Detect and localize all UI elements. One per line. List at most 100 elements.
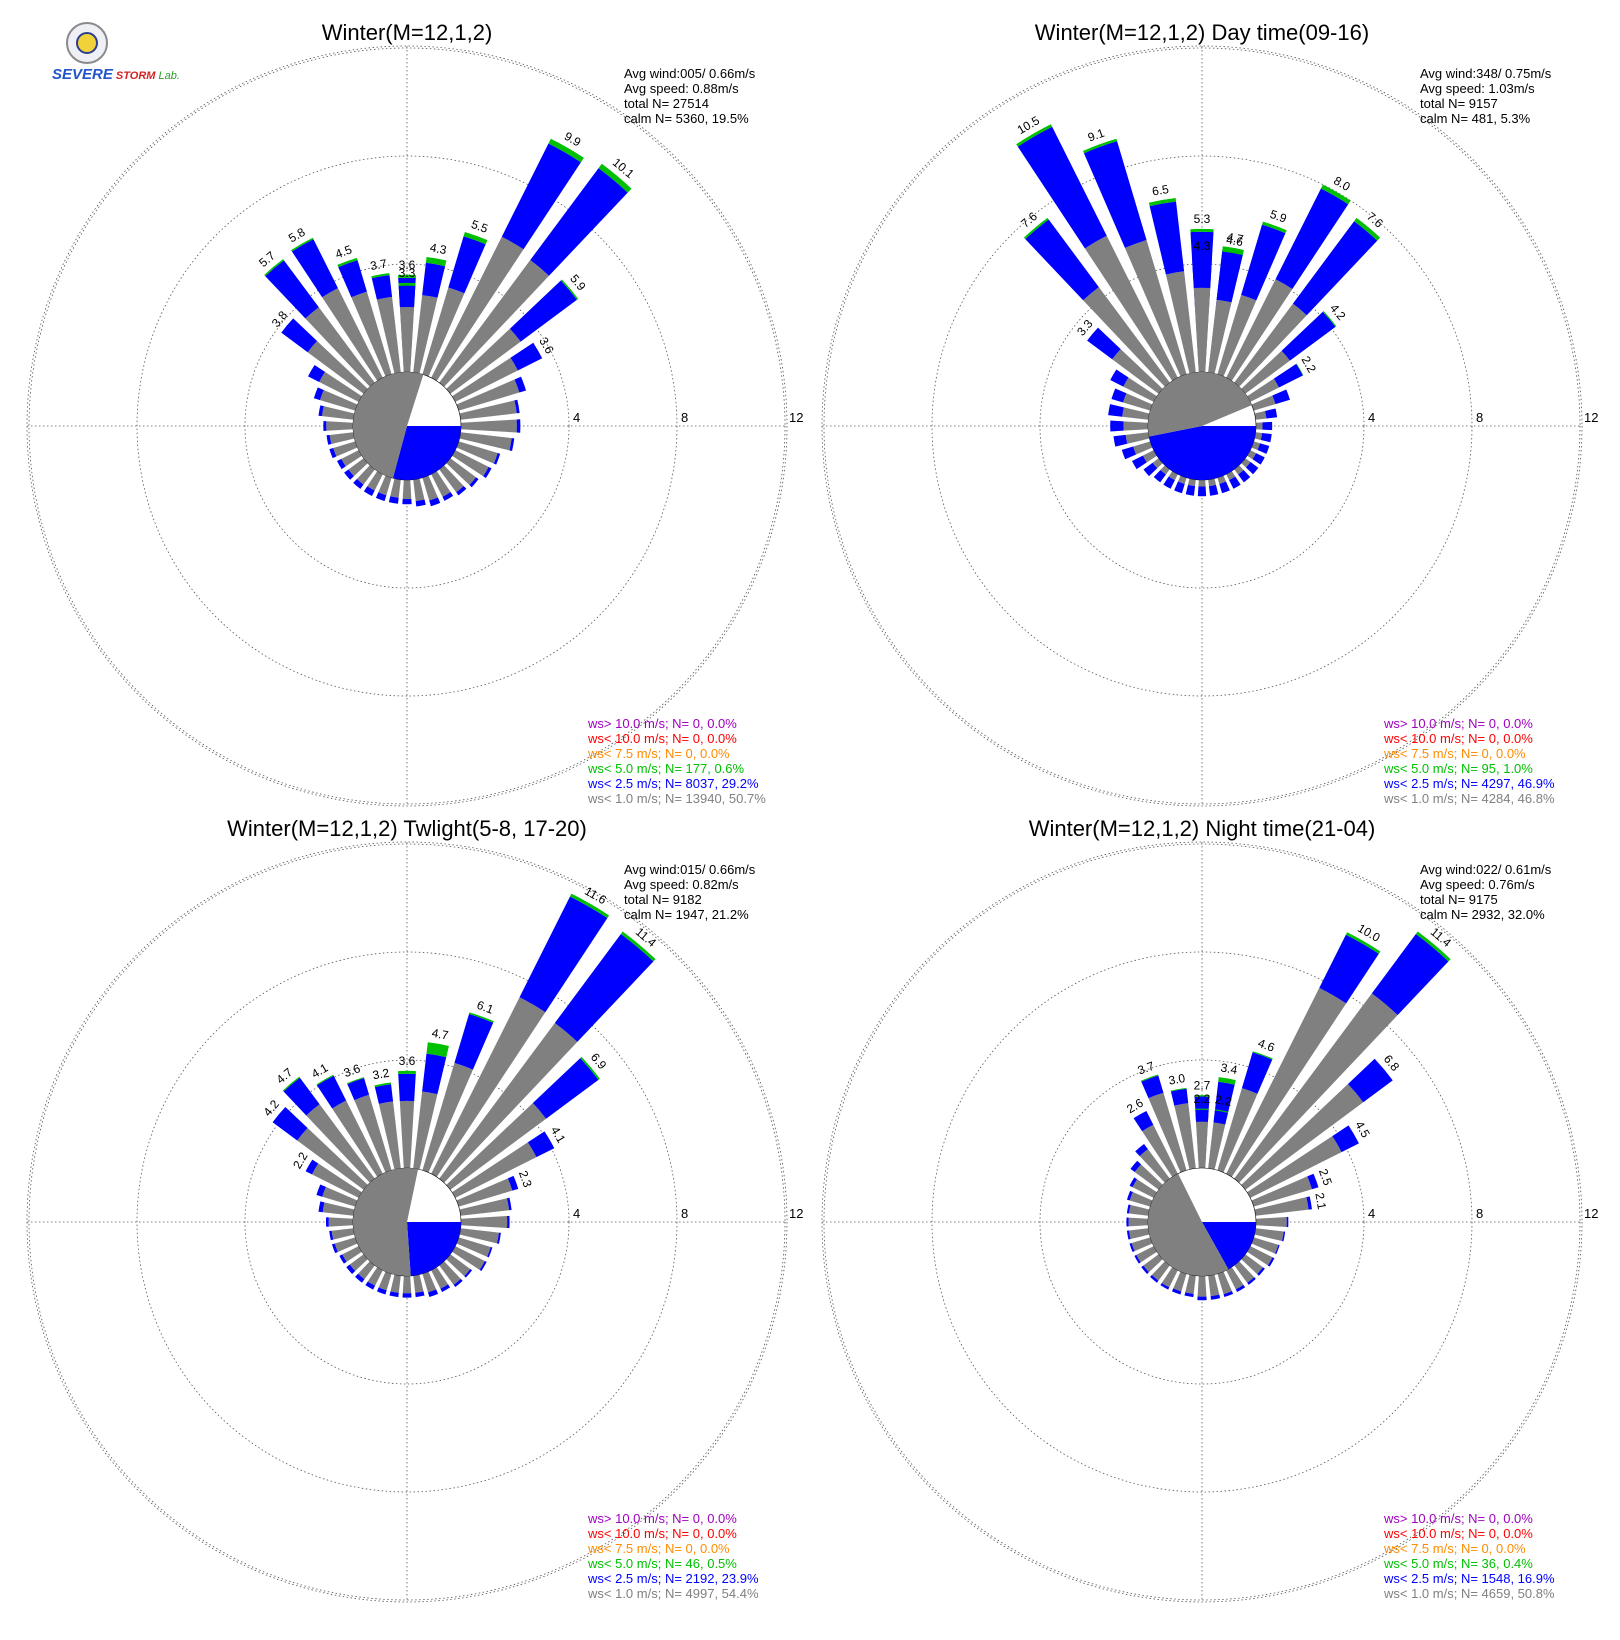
bar-lt2_5 bbox=[338, 260, 367, 298]
bar-lt1 bbox=[378, 1101, 401, 1170]
center-pie-lt1 bbox=[1147, 1173, 1229, 1277]
bar-lt1 bbox=[452, 1246, 485, 1270]
bar-lt1 bbox=[459, 432, 512, 451]
bar-lt2_5 bbox=[1126, 1190, 1133, 1201]
legend-entry-lt5: ws< 5.0 m/s; N= 36, 0.4% bbox=[1383, 1556, 1533, 1571]
bar-value-label: 2.2 bbox=[1214, 1092, 1233, 1109]
bar-lt1 bbox=[1251, 441, 1260, 451]
bar-lt1 bbox=[1134, 1164, 1163, 1190]
bar-lt1 bbox=[305, 307, 375, 387]
bar-lt1 bbox=[1217, 294, 1257, 377]
legend-entry-lt5: ws< 5.0 m/s; N= 177, 0.6% bbox=[587, 761, 745, 776]
bar-lt5 bbox=[1190, 228, 1214, 233]
bar-lt2_5 bbox=[281, 318, 318, 353]
bar-value-label: 2.7 bbox=[1194, 1078, 1211, 1092]
legend-entry-lt10: ws< 10.0 m/s; N= 0, 0.0% bbox=[1383, 1526, 1533, 1541]
bar-lt1 bbox=[1251, 1176, 1312, 1207]
center-pie-lt1 bbox=[1148, 372, 1252, 437]
bar-lt2_5 bbox=[1135, 1143, 1148, 1157]
bar-lt2_5 bbox=[1247, 1277, 1256, 1285]
panel-title: Winter(M=12,1,2) Day time(09-16) bbox=[1035, 20, 1369, 45]
stats-line: Avg wind:348/ 0.75m/s bbox=[1420, 66, 1552, 81]
bar-lt2_5 bbox=[1257, 1267, 1265, 1276]
bar-lt1 bbox=[1139, 1149, 1170, 1183]
bar-lt2_5 bbox=[530, 168, 628, 276]
legend-entry-gt10: ws> 10.0 m/s; N= 0, 0.0% bbox=[1383, 716, 1533, 731]
bar-lt2_5 bbox=[389, 1291, 399, 1298]
bar-lt5 bbox=[1345, 932, 1381, 954]
bar-lt1 bbox=[439, 260, 550, 387]
bar-lt2_5 bbox=[1347, 1058, 1393, 1103]
bar-lt5 bbox=[1252, 1051, 1273, 1060]
bar-lt1 bbox=[1247, 378, 1279, 402]
bar-lt2_5 bbox=[308, 365, 325, 383]
bar-lt2_5 bbox=[1213, 1110, 1229, 1125]
bar-lt2_5 bbox=[1025, 219, 1099, 301]
bar-lt2_5 bbox=[456, 485, 467, 496]
bar-lt2_5 bbox=[1131, 455, 1147, 470]
bar-lt5 bbox=[1194, 1095, 1210, 1097]
bar-lt1 bbox=[459, 1228, 499, 1244]
bar-lt1 bbox=[1234, 1261, 1255, 1283]
bar-lt1 bbox=[1123, 377, 1157, 402]
bar-lt2_5 bbox=[1190, 231, 1214, 288]
bar-lt2_5 bbox=[1267, 1257, 1275, 1267]
bar-lt5 bbox=[469, 1012, 494, 1023]
bar-lt5 bbox=[1214, 1109, 1229, 1113]
bar-lt2_5 bbox=[454, 1013, 494, 1070]
ring-label: 8 bbox=[1476, 1206, 1483, 1221]
legend-entry-lt5: ws< 5.0 m/s; N= 46, 0.5% bbox=[587, 1556, 737, 1571]
bar-lt2_5 bbox=[355, 1273, 365, 1283]
bar-lt2_5 bbox=[375, 492, 387, 502]
bar-lt1 bbox=[358, 1261, 375, 1280]
center-pie-lt2_5 bbox=[407, 1222, 461, 1276]
bar-lt2_5 bbox=[1257, 443, 1270, 454]
bar-lt5 bbox=[1218, 1077, 1236, 1085]
bar-lt2_5 bbox=[415, 1291, 425, 1298]
logo-wordmark: SEVERE STORM Lab. bbox=[52, 66, 180, 83]
bar-lt2_5 bbox=[1262, 421, 1273, 431]
legend-entry-lt5: ws< 5.0 m/s; N= 95, 1.0% bbox=[1383, 761, 1533, 776]
bar-lt5 bbox=[463, 231, 488, 245]
bar-lt1 bbox=[460, 1216, 508, 1228]
bar-lt1 bbox=[456, 1237, 491, 1257]
bar-value-label: 4.7 bbox=[431, 1026, 450, 1043]
bar-lt2_5 bbox=[483, 466, 492, 479]
stats-line: Avg speed: 0.76m/s bbox=[1420, 877, 1535, 892]
bar-lt1 bbox=[1254, 1228, 1284, 1242]
bar-lt1 bbox=[1161, 1267, 1178, 1288]
bar-lt1 bbox=[413, 295, 438, 374]
bar-lt1 bbox=[1247, 1246, 1273, 1266]
grid-ring bbox=[136, 155, 678, 697]
bar-lt1 bbox=[1152, 458, 1163, 469]
bar-lt1 bbox=[378, 1271, 392, 1291]
bar-lt1 bbox=[1142, 450, 1157, 463]
bar-lt2_5 bbox=[1171, 1288, 1182, 1295]
legend-entry-lt7_5: ws< 7.5 m/s; N= 0, 0.0% bbox=[1383, 746, 1526, 761]
bar-lt2_5 bbox=[374, 1084, 394, 1104]
stats-line: Avg speed: 1.03m/s bbox=[1420, 81, 1535, 96]
bar-value-label: 3.3 bbox=[399, 266, 416, 280]
bar-lt2_5 bbox=[442, 492, 454, 501]
bar-lt2_5 bbox=[371, 275, 393, 300]
bar-lt2_5 bbox=[422, 262, 446, 298]
bar-lt1 bbox=[321, 406, 355, 420]
bar-lt2_5 bbox=[427, 1289, 439, 1298]
bar-lt2_5 bbox=[506, 1215, 510, 1229]
bar-lt2_5 bbox=[398, 285, 416, 308]
bar-lt2_5 bbox=[1121, 446, 1137, 460]
bar-lt1 bbox=[399, 1100, 415, 1169]
panel-title: Winter(M=12,1,2) Night time(21-04) bbox=[1029, 816, 1376, 841]
grid-ring bbox=[244, 263, 570, 589]
bar-value-label: 5.3 bbox=[1194, 212, 1211, 226]
bar-lt2_5 bbox=[1292, 221, 1378, 316]
bar-lt5 bbox=[425, 257, 447, 267]
bar-lt1 bbox=[431, 1267, 449, 1289]
bar-lt2_5 bbox=[305, 1159, 319, 1175]
bar-lt1 bbox=[322, 1186, 358, 1207]
bar-lt5 bbox=[282, 1076, 300, 1092]
bar-lt1 bbox=[1131, 1237, 1153, 1252]
legend-entry-gt10: ws> 10.0 m/s; N= 0, 0.0% bbox=[1383, 1511, 1533, 1526]
bar-lt2_5 bbox=[1108, 404, 1124, 417]
